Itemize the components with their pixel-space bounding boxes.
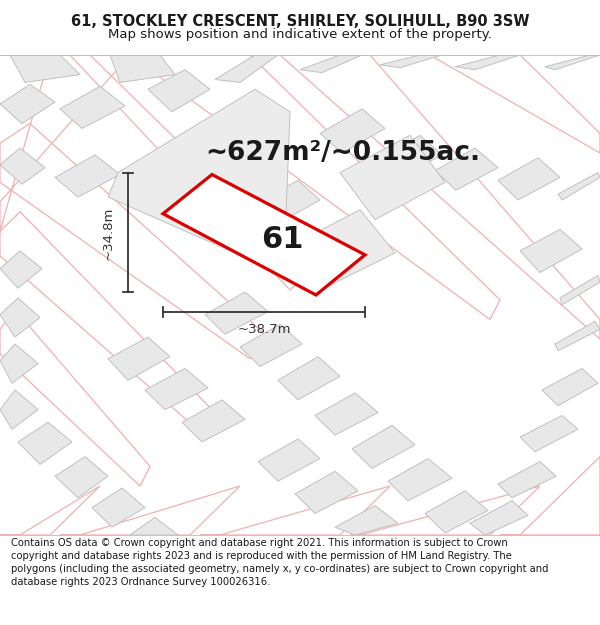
Polygon shape [315,393,378,435]
Polygon shape [380,55,442,68]
Text: Map shows position and indicative extent of the property.: Map shows position and indicative extent… [108,28,492,41]
Polygon shape [55,457,108,498]
Polygon shape [145,369,208,409]
Polygon shape [352,425,415,468]
Polygon shape [108,337,170,380]
Text: ~34.8m: ~34.8m [101,207,115,260]
Text: ~627m²/~0.155ac.: ~627m²/~0.155ac. [205,140,480,166]
Text: 61, STOCKLEY CRESCENT, SHIRLEY, SOLIHULL, B90 3SW: 61, STOCKLEY CRESCENT, SHIRLEY, SOLIHULL… [71,14,529,29]
Polygon shape [0,84,55,124]
Polygon shape [300,55,362,72]
Polygon shape [425,491,488,533]
Polygon shape [195,174,255,217]
Polygon shape [215,55,278,82]
Polygon shape [470,501,528,535]
Polygon shape [205,292,268,334]
Polygon shape [130,165,192,207]
Polygon shape [258,439,320,481]
Polygon shape [498,461,556,498]
Polygon shape [0,148,45,184]
Polygon shape [92,488,145,527]
Polygon shape [388,459,452,501]
Polygon shape [0,390,38,429]
Polygon shape [60,86,125,129]
Polygon shape [0,251,42,288]
Polygon shape [498,158,560,200]
Polygon shape [435,148,498,190]
Polygon shape [558,173,600,200]
Polygon shape [455,55,520,70]
Polygon shape [295,471,358,514]
Polygon shape [545,55,600,70]
Text: Contains OS data © Crown copyright and database right 2021. This information is : Contains OS data © Crown copyright and d… [11,538,548,588]
Text: ~38.7m: ~38.7m [237,322,291,336]
Polygon shape [148,70,210,112]
Polygon shape [340,136,445,219]
Polygon shape [278,357,340,400]
Polygon shape [18,422,72,464]
Polygon shape [520,416,578,452]
Polygon shape [300,210,395,285]
Polygon shape [0,298,40,337]
Polygon shape [258,181,320,224]
Polygon shape [320,109,385,153]
Polygon shape [55,155,120,197]
Polygon shape [10,55,80,82]
Polygon shape [560,276,600,305]
Polygon shape [108,89,290,259]
Polygon shape [163,174,365,295]
Polygon shape [555,321,600,351]
Polygon shape [240,324,302,366]
Polygon shape [380,136,442,178]
Polygon shape [335,506,398,535]
Polygon shape [182,400,245,442]
Polygon shape [110,55,175,82]
Polygon shape [520,229,582,272]
Polygon shape [130,518,178,535]
Polygon shape [0,344,38,383]
Polygon shape [542,369,598,406]
Text: 61: 61 [261,225,303,254]
